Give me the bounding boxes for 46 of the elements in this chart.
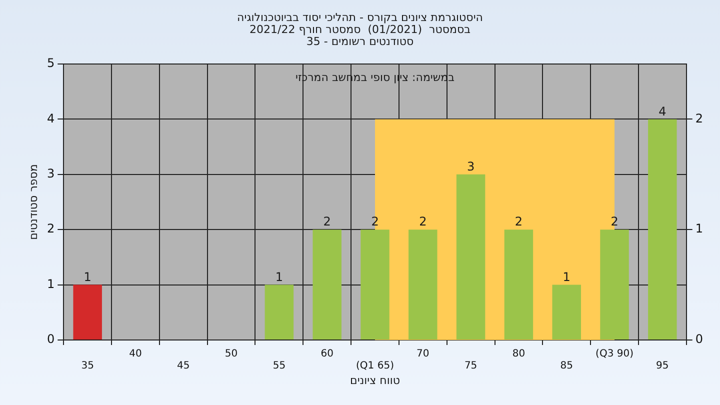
x-tick-label: 60 [320, 348, 334, 360]
data-label: 1 [275, 270, 284, 284]
y-tick-label: 3 [46, 166, 55, 181]
bar [504, 230, 534, 340]
y-tick-label: 1 [46, 276, 55, 291]
x-tick-label: 40 [129, 348, 142, 360]
x-tick-label: 45 [177, 360, 190, 372]
bar [648, 119, 677, 340]
x-tick-label: 50 [224, 348, 238, 360]
y-tick-label: 0 [46, 332, 55, 346]
y2-tick-label: 0 [695, 332, 704, 346]
y-tick-label: 2 [46, 222, 55, 236]
x-tick-label: 55 [272, 360, 286, 372]
bar [600, 230, 629, 340]
x-tick-label: (Q1 65) [356, 360, 394, 372]
y-axis-title: מספר סטודנטים [26, 164, 40, 240]
x-tick-label: (Q3 90) [596, 348, 634, 360]
bar [408, 230, 438, 340]
data-label: 4 [658, 104, 666, 118]
y-tick-label: 5 [46, 56, 55, 70]
chart-subtitle: בסמסטר (01/2021) סמסטר חורף 2021/22 סטודנטים רשומים - 35 [250, 22, 470, 48]
chart-title: היסטוגרמת ציונים בקורס - תהליכי יסוד בביוטכנולוגיה [237, 10, 483, 24]
data-label: 3 [466, 160, 475, 174]
data-label: 2 [419, 214, 427, 229]
x-tick-label: 70 [416, 348, 430, 360]
y2-tick-label: 2 [695, 111, 704, 126]
bar [360, 230, 390, 340]
data-label: 2 [323, 214, 331, 229]
y2-tick-label: 1 [695, 222, 704, 236]
x-tick-label: 95 [656, 360, 669, 372]
bar [312, 230, 342, 340]
bar [456, 174, 486, 340]
bar [73, 284, 102, 340]
data-label: 1 [562, 270, 570, 284]
x-tick-label: 75 [464, 360, 478, 372]
x-tick-label: 80 [512, 348, 526, 360]
x-tick-label: 85 [560, 360, 573, 372]
y-tick-label: 4 [46, 111, 55, 126]
bar [264, 284, 294, 340]
x-axis-title: טווח ציונים [350, 374, 400, 387]
bar [552, 284, 581, 340]
x-tick-label: 35 [81, 360, 94, 372]
data-label: 2 [514, 214, 523, 229]
data-label: 2 [371, 214, 379, 229]
data-label: 1 [84, 270, 92, 284]
data-label: 2 [610, 214, 618, 229]
